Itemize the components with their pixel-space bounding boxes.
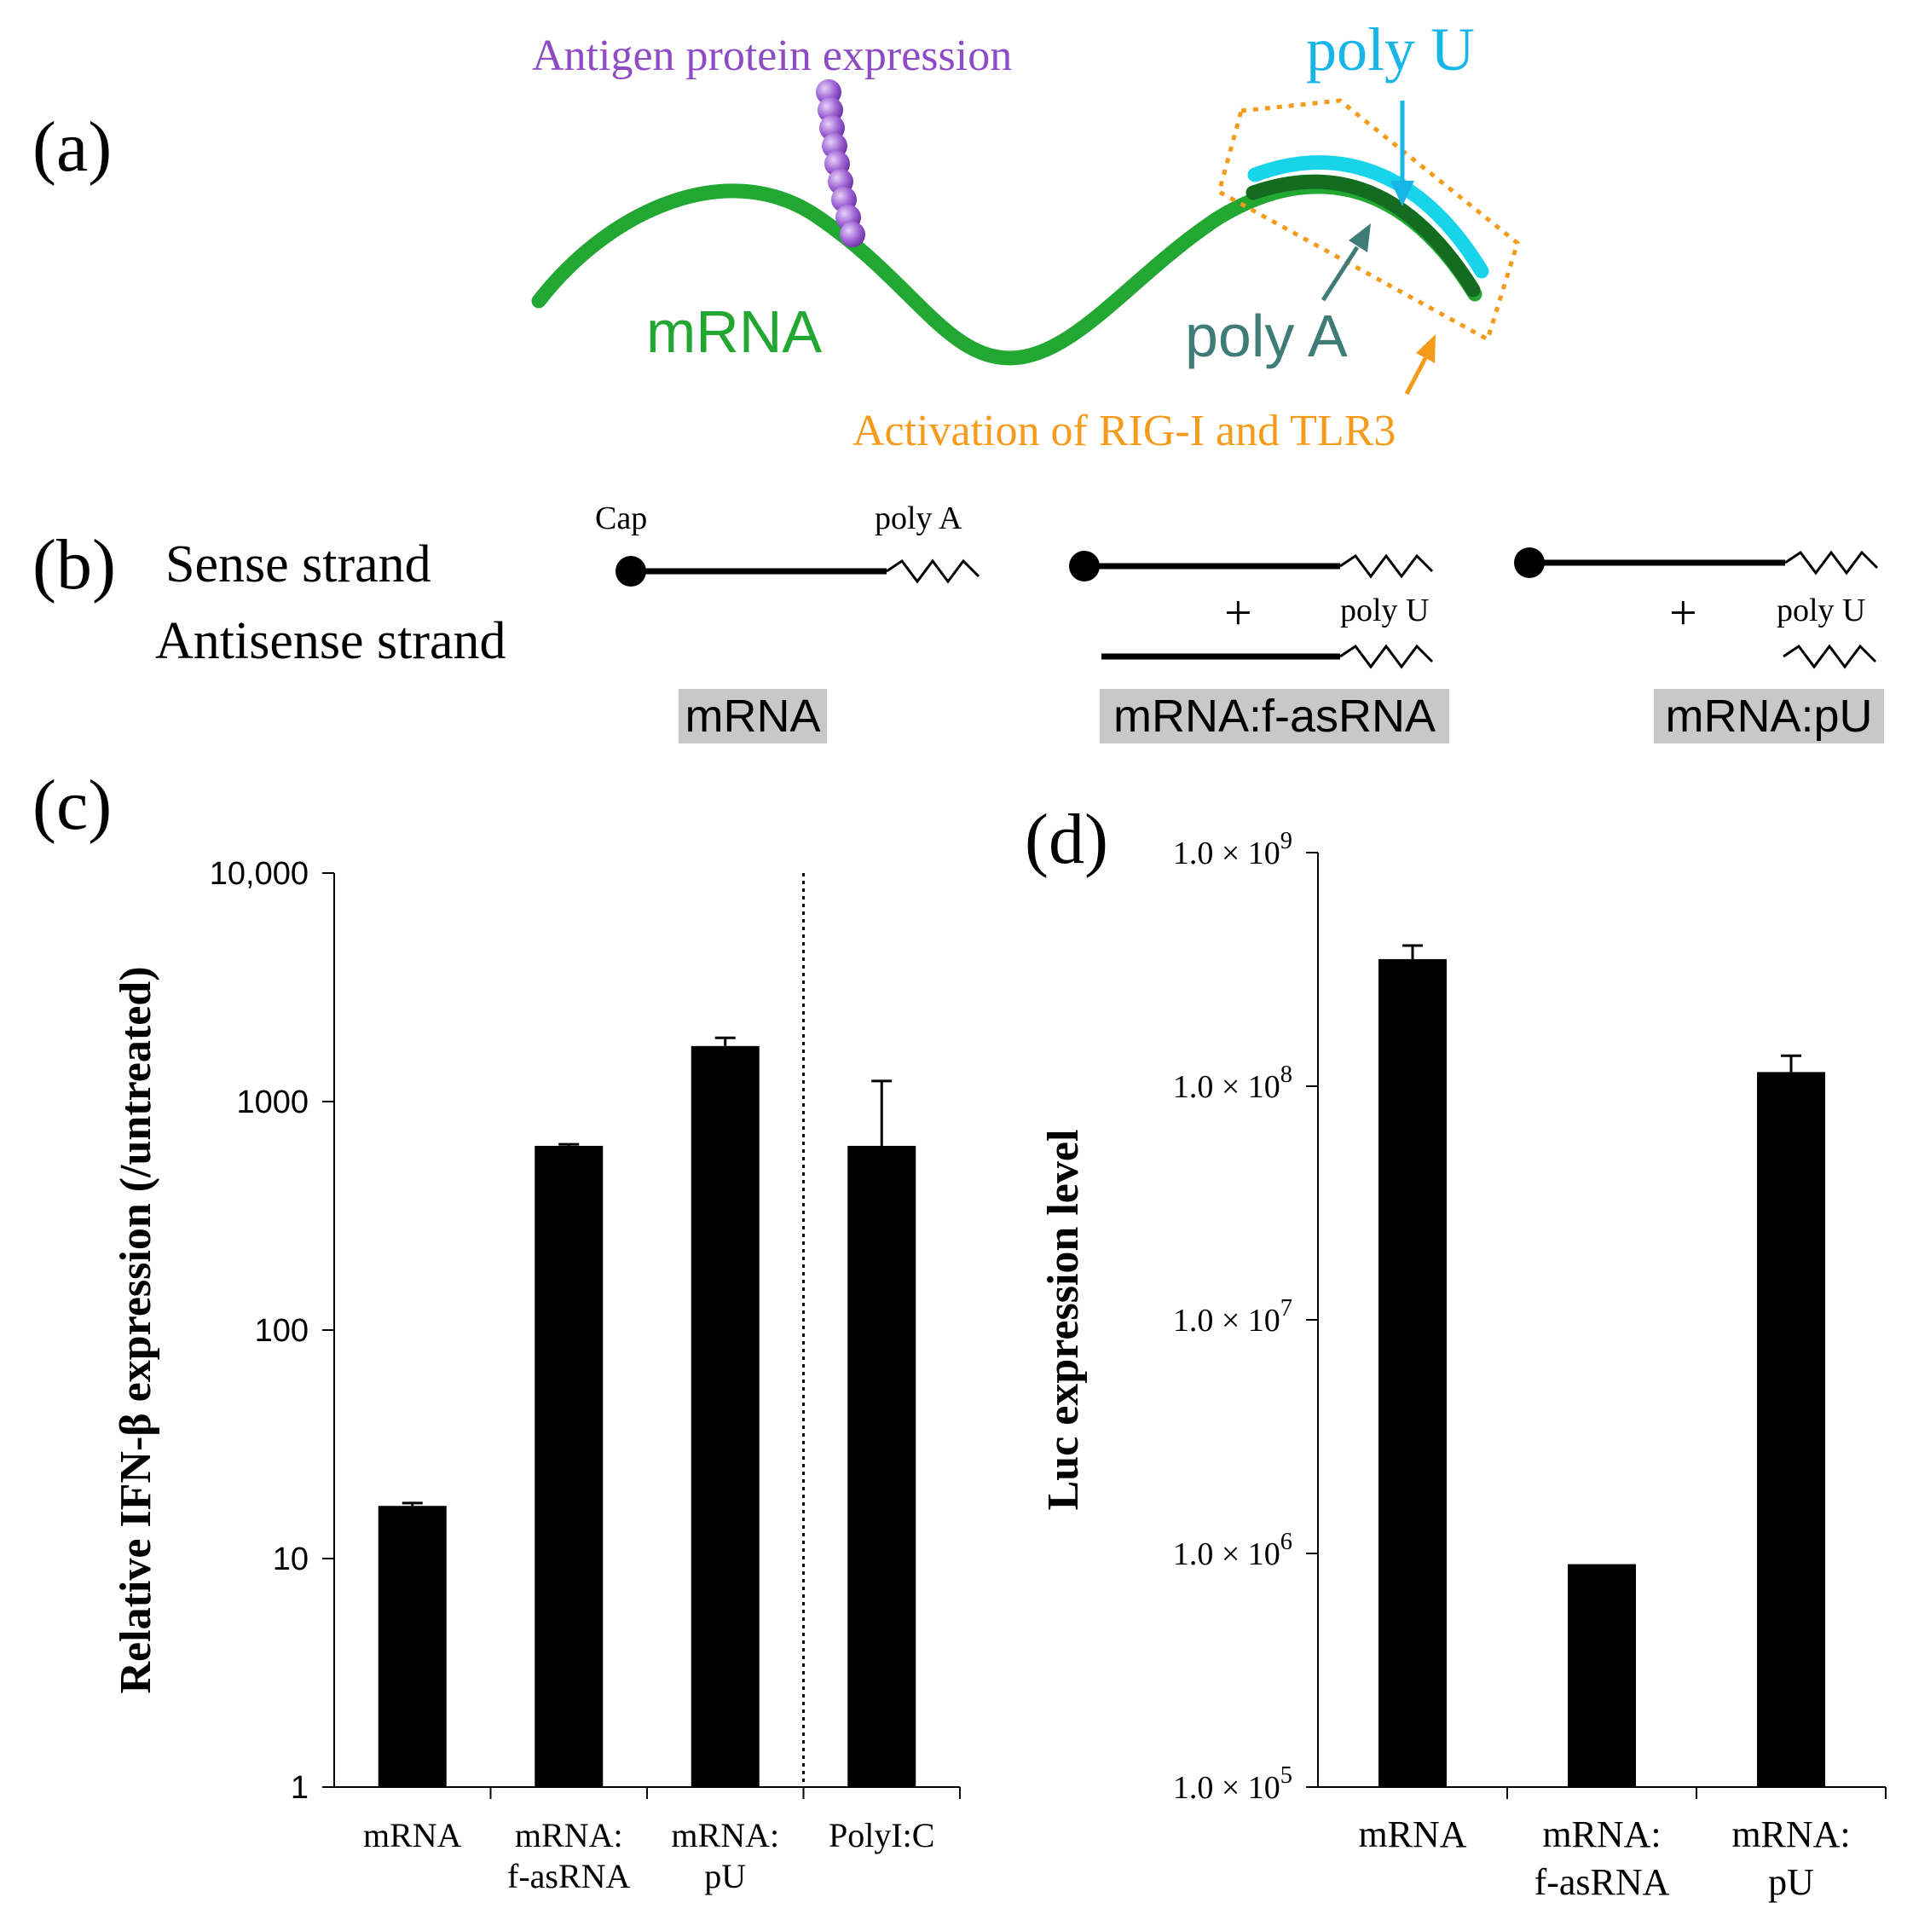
- sense-strand-label: Sense strand: [165, 535, 431, 593]
- construct-mrna-pu: + poly U mRNA:pU: [1514, 547, 1884, 743]
- x-tick-label: pU: [704, 1857, 746, 1895]
- bar-2: [691, 1045, 760, 1787]
- x-tick-label: mRNA: [1358, 1813, 1466, 1855]
- poly-a-label-b: poly A: [875, 500, 962, 536]
- poly-a-label: poly A: [1185, 303, 1348, 369]
- mrna-label: mRNA: [646, 298, 822, 365]
- x-tick-label: mRNA:: [1542, 1813, 1661, 1855]
- poly-u-label-b: poly U: [1340, 593, 1430, 628]
- y-tick-label: 1.0 × 109: [1173, 828, 1292, 871]
- antisense-strand-label: Antisense strand: [155, 612, 506, 670]
- plus-sign: +: [1224, 585, 1252, 640]
- chart-luc-expression: 1.0 × 105 1.0 × 106 1.0 × 107 1.0 × 108 1.0 …: [1039, 828, 1887, 1903]
- antigen-protein-beads: [816, 79, 865, 247]
- poly-a-zigzag: [886, 558, 980, 584]
- x-tick-label: mRNA:: [671, 1816, 779, 1854]
- construct-label-mrna: mRNA: [685, 691, 821, 742]
- y-tick-label: 1000: [236, 1085, 309, 1120]
- activation-label: Activation of RIG-I and TLR3: [852, 407, 1396, 455]
- construct-label-pu: mRNA:pU: [1665, 691, 1872, 742]
- y-tick-label: 10,000: [210, 856, 309, 892]
- bar-0: [378, 1506, 447, 1787]
- construct-mrna-fasrna: + poly U mRNA:f-asRNA: [1069, 551, 1449, 743]
- bar-3: [847, 1145, 916, 1787]
- poly-u-arrow: [1390, 101, 1414, 206]
- construct-mrna: Cap poly A mRNA: [595, 500, 980, 743]
- poly-a-arrow: [1321, 223, 1371, 302]
- antigen-label: Antigen protein expression: [532, 32, 1012, 80]
- poly-u-zigzag: [1783, 644, 1877, 669]
- bar-1: [535, 1145, 604, 1787]
- y-tick-label: 1: [291, 1770, 309, 1806]
- y-axis-label: Relative IFN-β expression (/untreated): [112, 966, 160, 1693]
- poly-a-strand: [1245, 174, 1481, 298]
- plus-sign: +: [1669, 585, 1697, 640]
- poly-a-zigzag: [1784, 550, 1879, 576]
- poly-u-label-b: poly U: [1777, 593, 1866, 628]
- x-tick-label: f-asRNA: [507, 1857, 631, 1895]
- x-tick-label: mRNA:: [1731, 1813, 1850, 1855]
- bar-0: [1378, 958, 1447, 1787]
- poly-a-zigzag: [1339, 553, 1434, 579]
- poly-u-label: poly U: [1306, 15, 1475, 84]
- x-tick-label: f-asRNA: [1534, 1861, 1670, 1903]
- y-tick-label: 1.0 × 105: [1173, 1762, 1292, 1806]
- y-tick-label: 1.0 × 106: [1173, 1529, 1292, 1572]
- x-tick-label: mRNA:: [515, 1816, 623, 1854]
- panel-c-letter: (c): [32, 766, 112, 845]
- bar-2: [1757, 1072, 1825, 1787]
- panel-a-letter: (a): [32, 107, 112, 187]
- label-box-pu: [1654, 689, 1884, 743]
- poly-u-strand: [1247, 155, 1489, 279]
- x-tick-label: pU: [1768, 1861, 1814, 1903]
- panel-d-letter: (d): [1025, 800, 1108, 879]
- poly-u-zigzag: [1339, 644, 1434, 669]
- panel-a: (a): [32, 15, 1520, 455]
- y-axis-label: Luc expression level: [1039, 1130, 1088, 1511]
- cap-label: Cap: [595, 500, 647, 536]
- x-tick-label: mRNA: [363, 1816, 462, 1854]
- y-tick-label: 1.0 × 108: [1173, 1061, 1292, 1105]
- y-tick-label: 100: [255, 1313, 309, 1349]
- activation-arrow: [1404, 334, 1436, 396]
- y-tick-label: 1.0 × 107: [1173, 1295, 1292, 1339]
- panel-b-letter: (b): [32, 525, 116, 604]
- label-box-fasrna: [1100, 689, 1449, 743]
- panel-b: (b) Sense strand Antisense strand Cap po…: [32, 500, 1884, 743]
- x-tick-label: PolyI:C: [829, 1816, 934, 1854]
- label-box-mrna: [679, 689, 827, 743]
- y-tick-label: 10: [273, 1542, 309, 1577]
- construct-label-fasrna: mRNA:f-asRNA: [1113, 691, 1436, 742]
- bar-1: [1568, 1564, 1636, 1787]
